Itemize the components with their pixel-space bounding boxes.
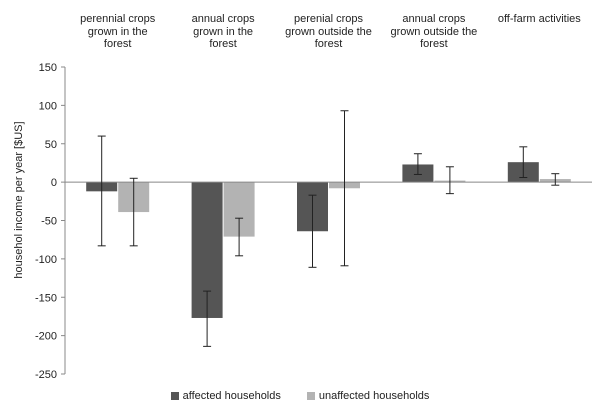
legend-label-affected: affected households bbox=[182, 390, 281, 402]
category-label-line: annual crops bbox=[191, 13, 255, 25]
category-label-line: grown in the bbox=[193, 25, 254, 38]
y-tick-label: 0 bbox=[51, 177, 57, 189]
legend-swatch-unaffected bbox=[306, 392, 315, 400]
y-tick-label: -200 bbox=[35, 331, 57, 343]
category-label-3: perenial crops grown outside the forest bbox=[273, 13, 385, 51]
category-label-line: perennial crops bbox=[80, 13, 156, 25]
category-label-line: grown in the bbox=[87, 25, 148, 38]
y-tick-label: -50 bbox=[41, 216, 57, 228]
category-label-5: off-farm activities bbox=[483, 13, 595, 26]
y-tick-label: 50 bbox=[45, 139, 57, 151]
category-label-4: annual crops grown outside the forest bbox=[378, 13, 490, 51]
category-label-line: off-farm activities bbox=[497, 13, 581, 25]
category-label-line: forest bbox=[314, 38, 343, 50]
category-label-1: perennial crops grown in the forest bbox=[62, 13, 174, 51]
legend-swatch-affected bbox=[170, 392, 179, 400]
legend-item-unaffected: unaffected households bbox=[306, 390, 430, 402]
legend: affected households unaffected household… bbox=[0, 390, 600, 402]
y-tick-label: 100 bbox=[39, 100, 57, 112]
y-tick-label: -250 bbox=[35, 369, 57, 381]
legend-label-unaffected: unaffected households bbox=[318, 390, 430, 402]
category-label-2: annual crops grown in the forest bbox=[167, 13, 279, 51]
y-tick-label: 150 bbox=[39, 62, 57, 74]
category-label-line: forest bbox=[209, 38, 237, 50]
category-label-line: forest bbox=[420, 38, 448, 50]
category-label-line: grown outside the bbox=[390, 25, 478, 38]
y-tick-label: -100 bbox=[35, 254, 57, 266]
category-label-line: grown outside the bbox=[285, 25, 372, 38]
category-label-line: annual crops bbox=[402, 13, 466, 25]
y-tick-label: -150 bbox=[35, 292, 57, 304]
category-label-line: forest bbox=[103, 38, 132, 50]
category-label-line: perenial crops bbox=[293, 13, 364, 25]
legend-item-affected: affected households bbox=[170, 390, 281, 402]
